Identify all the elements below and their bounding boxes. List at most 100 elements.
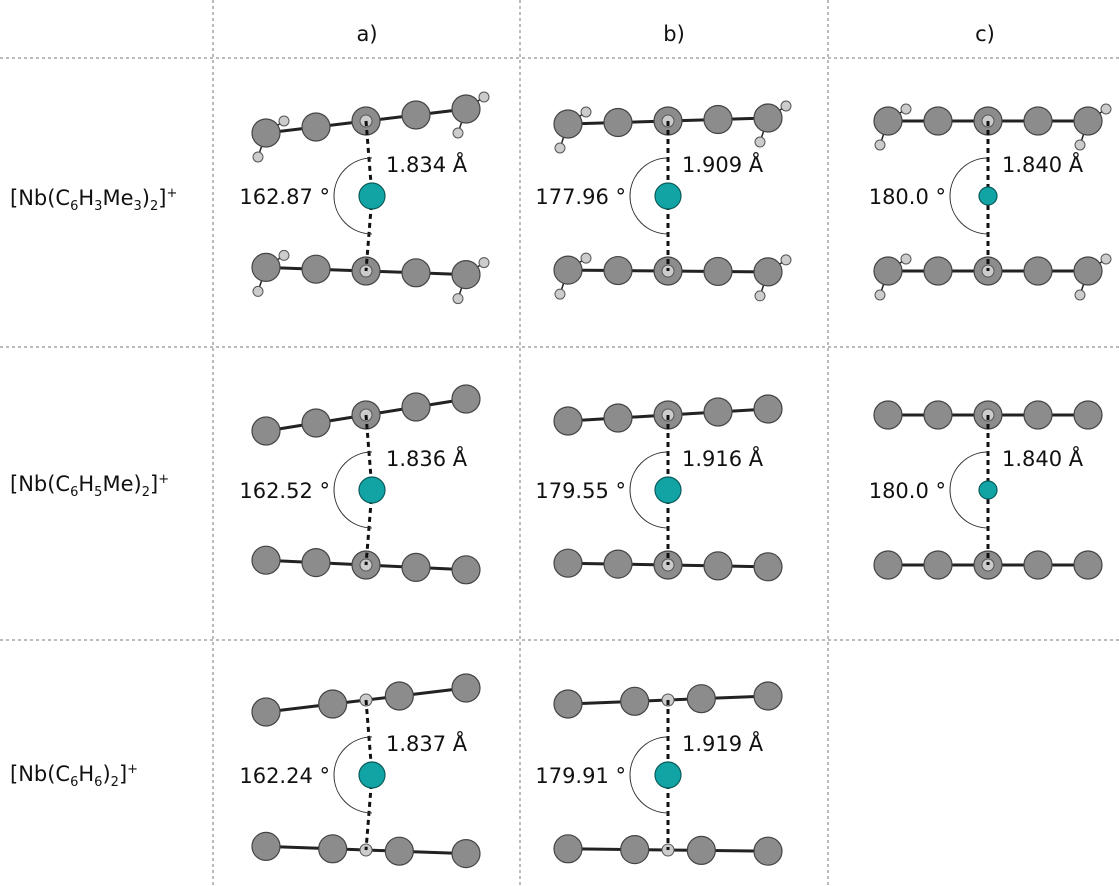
c-atom (874, 401, 902, 429)
c-atom (1024, 401, 1052, 429)
h-atom (581, 253, 591, 263)
c-atom (252, 546, 280, 574)
h-atom (875, 290, 885, 300)
h-atom (755, 291, 765, 301)
c-atom (252, 253, 280, 281)
h-atom (781, 255, 791, 265)
benzene-ring (252, 92, 489, 162)
label-part: Me (102, 186, 133, 210)
h-atom (555, 143, 565, 153)
c-atom (704, 552, 732, 580)
c-atom (604, 404, 632, 432)
c-atom (754, 258, 782, 286)
c-atom (704, 257, 732, 285)
row-label: [Nb(C6H3Me3)2]+ (10, 186, 177, 214)
c-atom (604, 109, 632, 137)
c-atom (252, 417, 280, 445)
h-atom (1101, 104, 1111, 114)
distance-label: 1.909 Å (682, 151, 764, 177)
nb-atom (655, 183, 681, 209)
c-atom (1074, 107, 1102, 135)
c-atom (924, 401, 952, 429)
c-atom (252, 698, 280, 726)
c-atom (554, 690, 582, 718)
h-atom (581, 107, 591, 117)
h-atom (901, 254, 911, 264)
h-atom (875, 140, 885, 150)
angle-label: 179.91 ° (535, 764, 626, 788)
angle-label: 162.24 ° (239, 764, 330, 788)
c-atom (924, 107, 952, 135)
c-atom (252, 119, 280, 147)
distance-label: 1.840 Å (1002, 151, 1084, 177)
h-atom (253, 286, 263, 296)
benzene-ring (252, 250, 489, 303)
h-atom (781, 101, 791, 111)
c-atom (621, 836, 649, 864)
distance-label: 1.916 Å (682, 445, 764, 471)
c-atom (924, 551, 952, 579)
c-atom (402, 393, 430, 421)
h-atom (1101, 254, 1111, 264)
c-atom (874, 107, 902, 135)
nb-atom (359, 183, 385, 209)
h-atom (1075, 140, 1085, 150)
c-atom (302, 549, 330, 577)
c-atom (319, 835, 347, 863)
label-part: H (78, 762, 94, 786)
nb-atom (655, 762, 681, 788)
column-header: c) (975, 22, 995, 46)
h-atom (279, 116, 289, 126)
figure: a) b) c) 162.87 °1.834 Å177.96 °1.909 Å1… (0, 0, 1119, 886)
h-atom (1075, 290, 1085, 300)
distance-label: 1.836 Å (386, 445, 468, 471)
benzene-ring (874, 254, 1111, 300)
distance-label: 1.837 Å (386, 730, 468, 756)
c-atom (1024, 107, 1052, 135)
angle-label: 162.52 ° (239, 479, 330, 503)
label-part: + (158, 472, 169, 487)
structure-table: a) b) c) 162.87 °1.834 Å177.96 °1.909 Å1… (0, 0, 1119, 886)
nb-atom (359, 477, 385, 503)
c-atom (1024, 257, 1052, 285)
c-atom (319, 690, 347, 718)
c-atom (452, 556, 480, 584)
c-atom (687, 685, 715, 713)
column-header: b) (663, 22, 685, 46)
label-part: ) (142, 186, 150, 210)
label-part: + (127, 762, 138, 777)
c-atom (302, 409, 330, 437)
h-atom (453, 294, 463, 304)
h-atom (453, 128, 463, 138)
benzene-ring (874, 104, 1111, 150)
c-atom (452, 95, 480, 123)
label-part: H (78, 472, 94, 496)
c-atom (874, 551, 902, 579)
label-part: 3 (134, 199, 142, 214)
c-atom (554, 835, 582, 863)
nb-atom (979, 187, 997, 205)
c-atom (554, 256, 582, 284)
label-part: 2 (111, 775, 119, 790)
c-atom (604, 257, 632, 285)
c-atom (754, 837, 782, 865)
c-atom (704, 106, 732, 134)
label-part: + (166, 186, 177, 201)
label-part: H (78, 186, 94, 210)
c-atom (452, 385, 480, 413)
c-atom (604, 550, 632, 578)
c-atom (1024, 551, 1052, 579)
c-atom (754, 395, 782, 423)
c-atom (874, 257, 902, 285)
c-atom (621, 687, 649, 715)
label-part: [Nb(C (10, 762, 70, 786)
benzene-ring (554, 101, 791, 153)
nb-atom (979, 481, 997, 499)
label-part: ] (150, 472, 158, 496)
h-atom (279, 250, 289, 260)
label-part: Me (102, 472, 133, 496)
c-atom (1074, 257, 1102, 285)
angle-label: 179.55 ° (535, 479, 626, 503)
row-label: [Nb(C6H6)2]+ (10, 762, 138, 790)
column-header: a) (356, 22, 377, 46)
